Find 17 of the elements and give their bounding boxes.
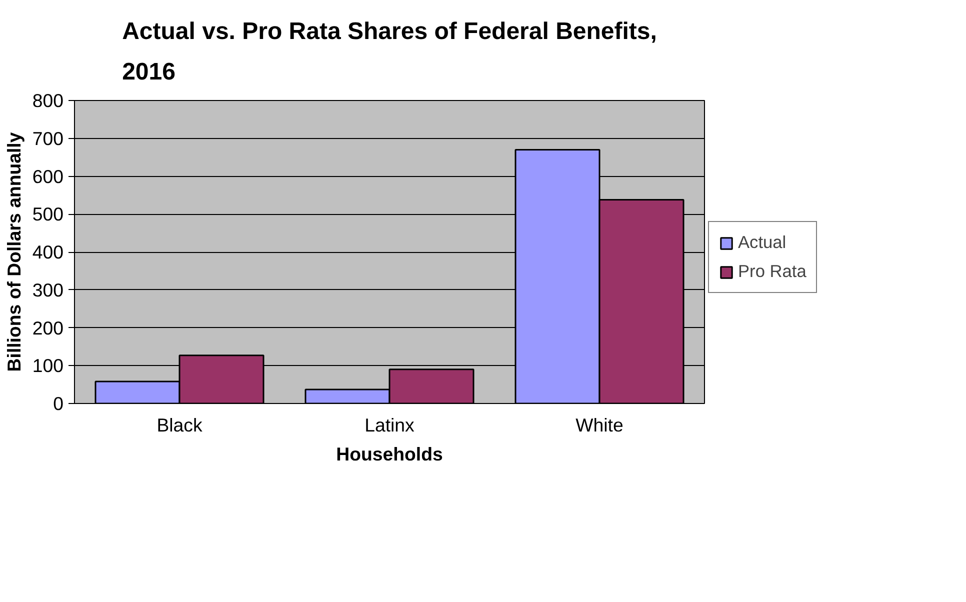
legend-label: Actual <box>738 232 786 253</box>
y-tick-label: 700 <box>32 128 64 149</box>
x-axis-title: Households <box>336 444 443 464</box>
y-tick-label: 200 <box>32 317 64 338</box>
y-tick-label: 800 <box>32 90 64 111</box>
y-tick-label: 500 <box>32 204 64 225</box>
y-tick-label: 100 <box>32 355 64 376</box>
legend-label: Pro Rata <box>738 261 806 282</box>
x-tick-label: Latinx <box>364 414 416 436</box>
y-tick-label: 300 <box>32 279 64 300</box>
x-tick-label: Black <box>156 414 203 436</box>
x-tick-label: White <box>576 414 624 436</box>
y-tick-label: 0 <box>53 393 64 414</box>
y-tick-label: 400 <box>32 242 64 262</box>
y-axis-title: Billions of Dollars annually <box>3 132 24 372</box>
chart-title: Actual vs. Pro Rata Shares of Federal Benefits, 2016 <box>122 18 657 86</box>
y-tick-label: 600 <box>32 166 64 187</box>
